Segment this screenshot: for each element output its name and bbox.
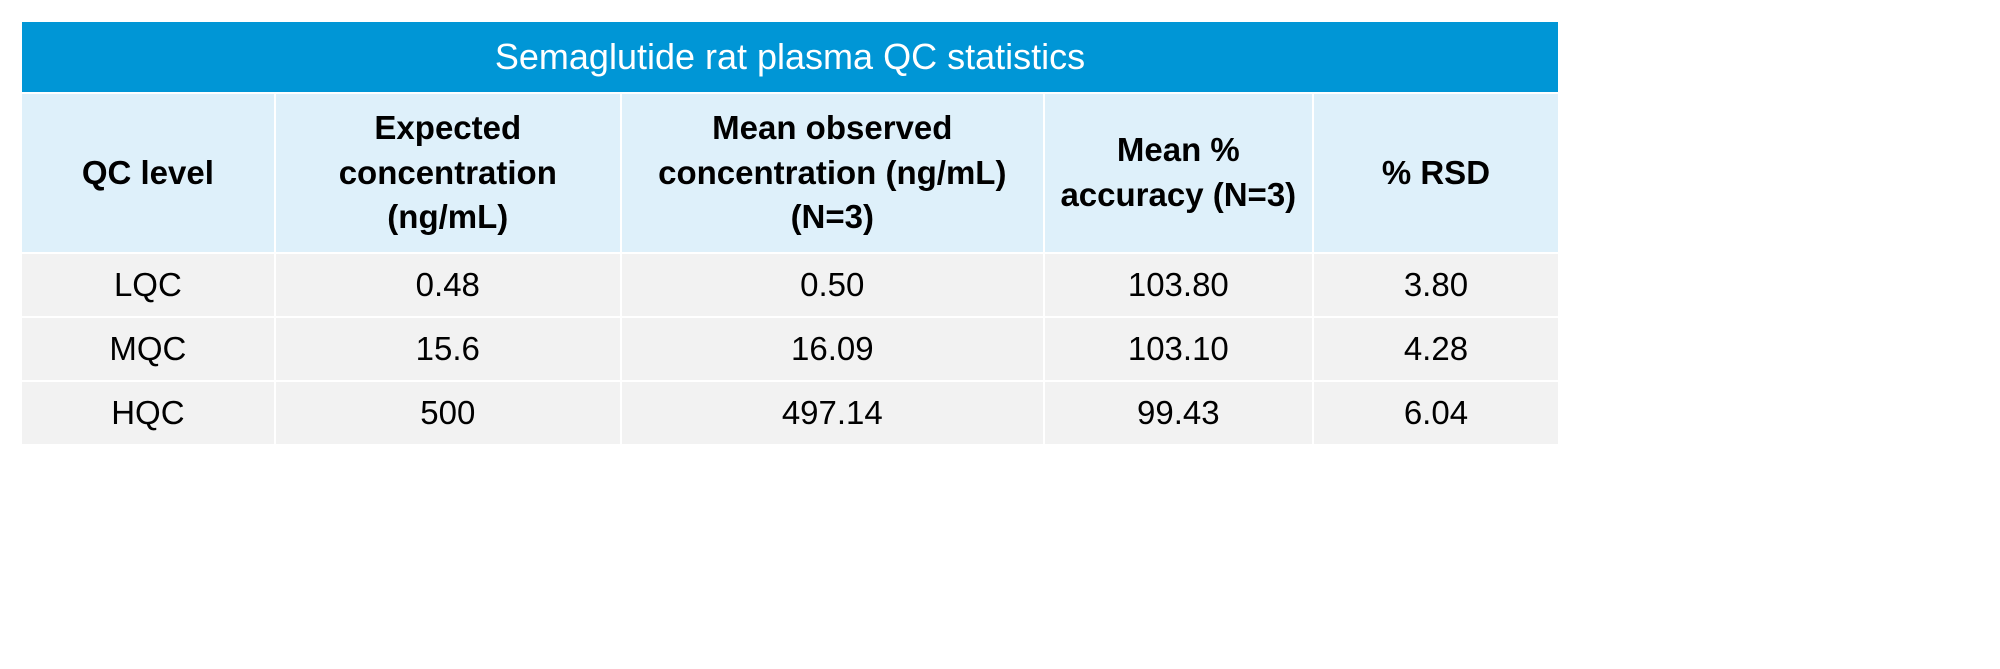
- title-row: Semaglutide rat plasma QC statistics: [21, 21, 1559, 93]
- table-row: MQC 15.6 16.09 103.10 4.28: [21, 317, 1559, 381]
- cell-expected: 0.48: [275, 253, 621, 317]
- col-header-expected-conc: Expected concentration (ng/mL): [275, 93, 621, 253]
- table-title: Semaglutide rat plasma QC statistics: [21, 21, 1559, 93]
- cell-observed: 0.50: [621, 253, 1044, 317]
- cell-qc-level: HQC: [21, 381, 275, 445]
- table: Semaglutide rat plasma QC statistics QC …: [20, 20, 1560, 446]
- col-header-mean-accuracy: Mean % accuracy (N=3): [1044, 93, 1313, 253]
- table-row: HQC 500 497.14 99.43 6.04: [21, 381, 1559, 445]
- header-row: QC level Expected concentration (ng/mL) …: [21, 93, 1559, 253]
- cell-accuracy: 103.10: [1044, 317, 1313, 381]
- cell-accuracy: 99.43: [1044, 381, 1313, 445]
- col-header-qc-level: QC level: [21, 93, 275, 253]
- cell-rsd: 6.04: [1313, 381, 1559, 445]
- cell-qc-level: MQC: [21, 317, 275, 381]
- cell-expected: 500: [275, 381, 621, 445]
- cell-accuracy: 103.80: [1044, 253, 1313, 317]
- cell-observed: 16.09: [621, 317, 1044, 381]
- cell-rsd: 4.28: [1313, 317, 1559, 381]
- cell-observed: 497.14: [621, 381, 1044, 445]
- col-header-mean-observed: Mean observed concentration (ng/mL) (N=3…: [621, 93, 1044, 253]
- cell-qc-level: LQC: [21, 253, 275, 317]
- cell-expected: 15.6: [275, 317, 621, 381]
- qc-statistics-table: Semaglutide rat plasma QC statistics QC …: [20, 20, 1560, 446]
- col-header-rsd: % RSD: [1313, 93, 1559, 253]
- table-row: LQC 0.48 0.50 103.80 3.80: [21, 253, 1559, 317]
- cell-rsd: 3.80: [1313, 253, 1559, 317]
